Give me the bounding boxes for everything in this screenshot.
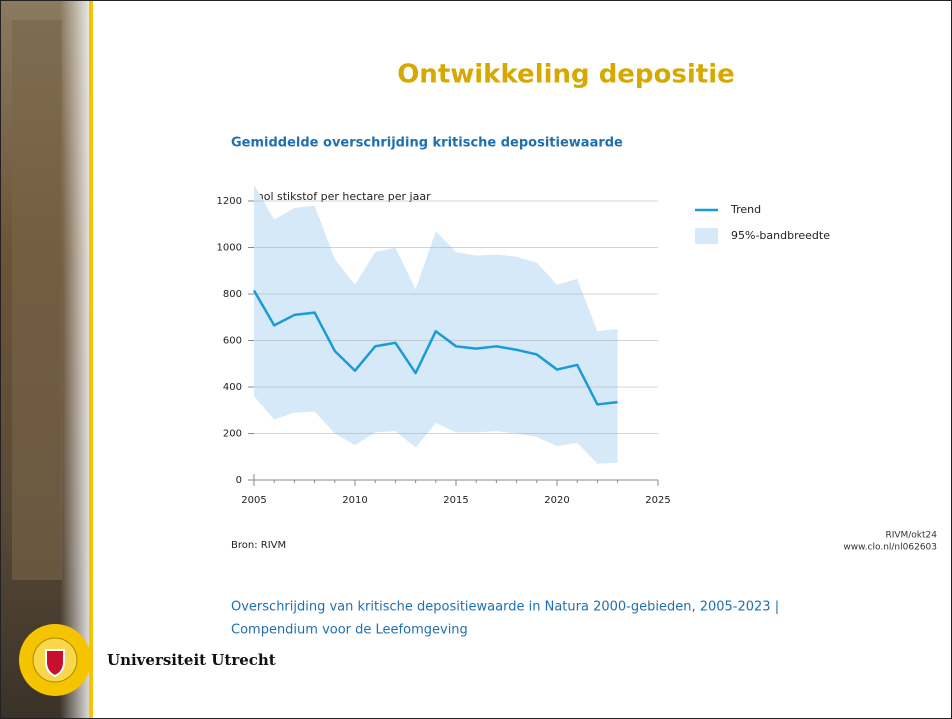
credit: RIVM/okt24 (885, 531, 937, 541)
brand: Universiteit Utrecht (107, 651, 276, 669)
x-tick-label: 2010 (342, 495, 367, 506)
confidence-band (254, 184, 618, 464)
caption: Overschrijding van kritische depositiewa… (231, 600, 779, 615)
source: Bron: RIVM (231, 540, 286, 551)
x-tick-label: 2020 (544, 495, 569, 506)
logo-shield (45, 649, 65, 678)
logo (19, 624, 91, 696)
legend-label: Trend (730, 203, 761, 216)
credit: www.clo.nl/nl062603 (843, 543, 937, 553)
tower-shape (12, 20, 62, 580)
caption: Compendium voor de Leefomgeving (231, 623, 468, 638)
x-tick-label: 2005 (241, 495, 266, 506)
x-tick-label: 2025 (645, 495, 670, 506)
y-tick-label: 800 (223, 289, 242, 300)
y-tick-label: 0 (236, 475, 242, 486)
y-tick-label: 1000 (217, 243, 242, 254)
x-tick-label: 2015 (443, 495, 468, 506)
y-tick-label: 400 (223, 382, 242, 393)
photo-fade (60, 0, 92, 719)
y-tick-label: 200 (223, 429, 242, 440)
slide-title: Ontwikkeling depositie (397, 60, 735, 90)
y-tick-label: 1200 (217, 196, 242, 207)
yellow-strip (89, 0, 93, 719)
trend-line (252, 289, 618, 406)
chart-title: Gemiddelde overschrijding kritische depo… (231, 136, 623, 151)
y-tick-label: 600 (223, 336, 242, 347)
y-axis-label: mol stikstof per hectare per jaar (253, 190, 431, 203)
legend-swatch (695, 228, 718, 244)
legend-label: 95%-bandbreedte (731, 229, 830, 242)
